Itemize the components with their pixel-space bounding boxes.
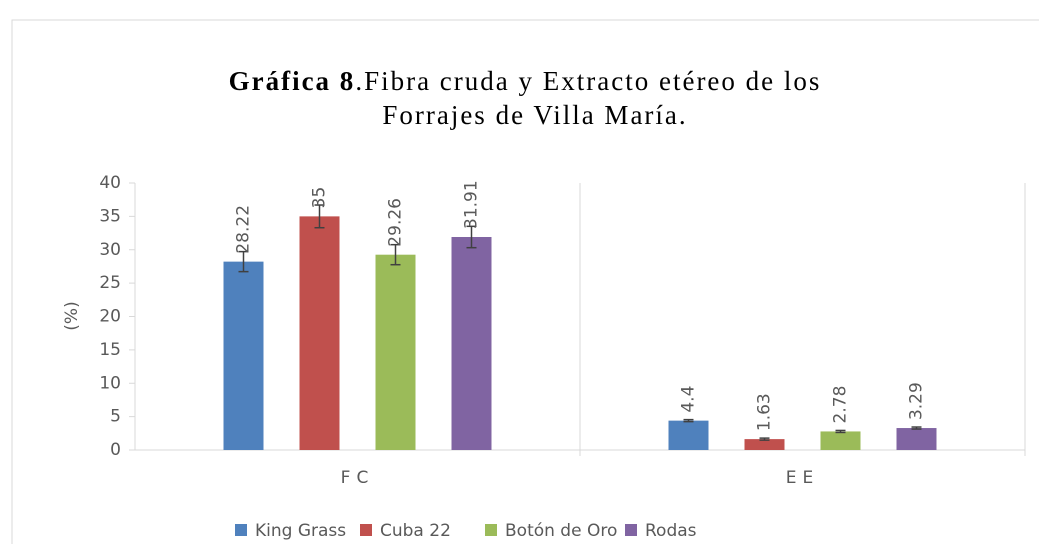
- y-tick-label: 10: [99, 373, 121, 393]
- bar: [820, 431, 861, 450]
- chart-title: Gráfica 8.Fibra cruda y Extracto etéreo …: [229, 66, 822, 96]
- value-label: 31.91: [462, 180, 482, 229]
- y-tick-label: 15: [99, 340, 121, 360]
- legend-label: King Grass: [255, 521, 346, 541]
- y-tick-label: 20: [99, 307, 121, 327]
- error-bar: [835, 429, 846, 434]
- bar: [744, 439, 785, 450]
- bar: [668, 420, 709, 450]
- error-bar: [390, 243, 401, 266]
- value-label: 35: [310, 187, 330, 209]
- y-tick-label: 30: [99, 240, 121, 260]
- y-tick-label: 5: [110, 407, 121, 427]
- legend-swatch: [360, 524, 372, 536]
- error-bar: [759, 437, 770, 441]
- legend-swatch: [625, 524, 637, 536]
- error-bar: [314, 204, 325, 229]
- title-line: .Fibra cruda y Extracto etéreo de los: [355, 66, 821, 96]
- error-bar: [683, 418, 694, 423]
- y-axis-label: (%): [62, 301, 82, 330]
- title-bold: Gráfica 8: [229, 66, 356, 96]
- error-bar: [911, 426, 922, 430]
- legend-swatch: [485, 524, 497, 536]
- legend-label: Botón de Oro: [505, 521, 617, 541]
- y-tick-label: 40: [99, 173, 121, 193]
- error-bar: [466, 225, 477, 249]
- x-tick-label: EE: [786, 468, 819, 488]
- y-tick-label: 25: [99, 273, 121, 293]
- value-label: 4.4: [679, 386, 699, 413]
- y-tick-label: 0: [110, 440, 121, 460]
- value-label: 29.26: [386, 198, 406, 247]
- legend-label: Rodas: [645, 521, 697, 541]
- legend-swatch: [235, 524, 247, 536]
- value-label: 2.78: [831, 386, 851, 424]
- x-tick-label: FC: [341, 468, 375, 488]
- y-tick-label: 35: [99, 206, 121, 226]
- bar: [896, 428, 937, 450]
- chart-border: [11, 19, 1039, 544]
- legend-label: Cuba 22: [380, 521, 451, 541]
- bar: [299, 216, 340, 450]
- bar: [375, 254, 416, 450]
- value-label: 3.29: [907, 382, 927, 420]
- bar: [451, 237, 492, 450]
- bar: [223, 261, 264, 450]
- chart-title: Forrajes de Villa María.: [382, 100, 687, 130]
- error-bar: [238, 250, 249, 273]
- value-label: 28.22: [234, 205, 254, 254]
- value-label: 1.63: [755, 393, 775, 431]
